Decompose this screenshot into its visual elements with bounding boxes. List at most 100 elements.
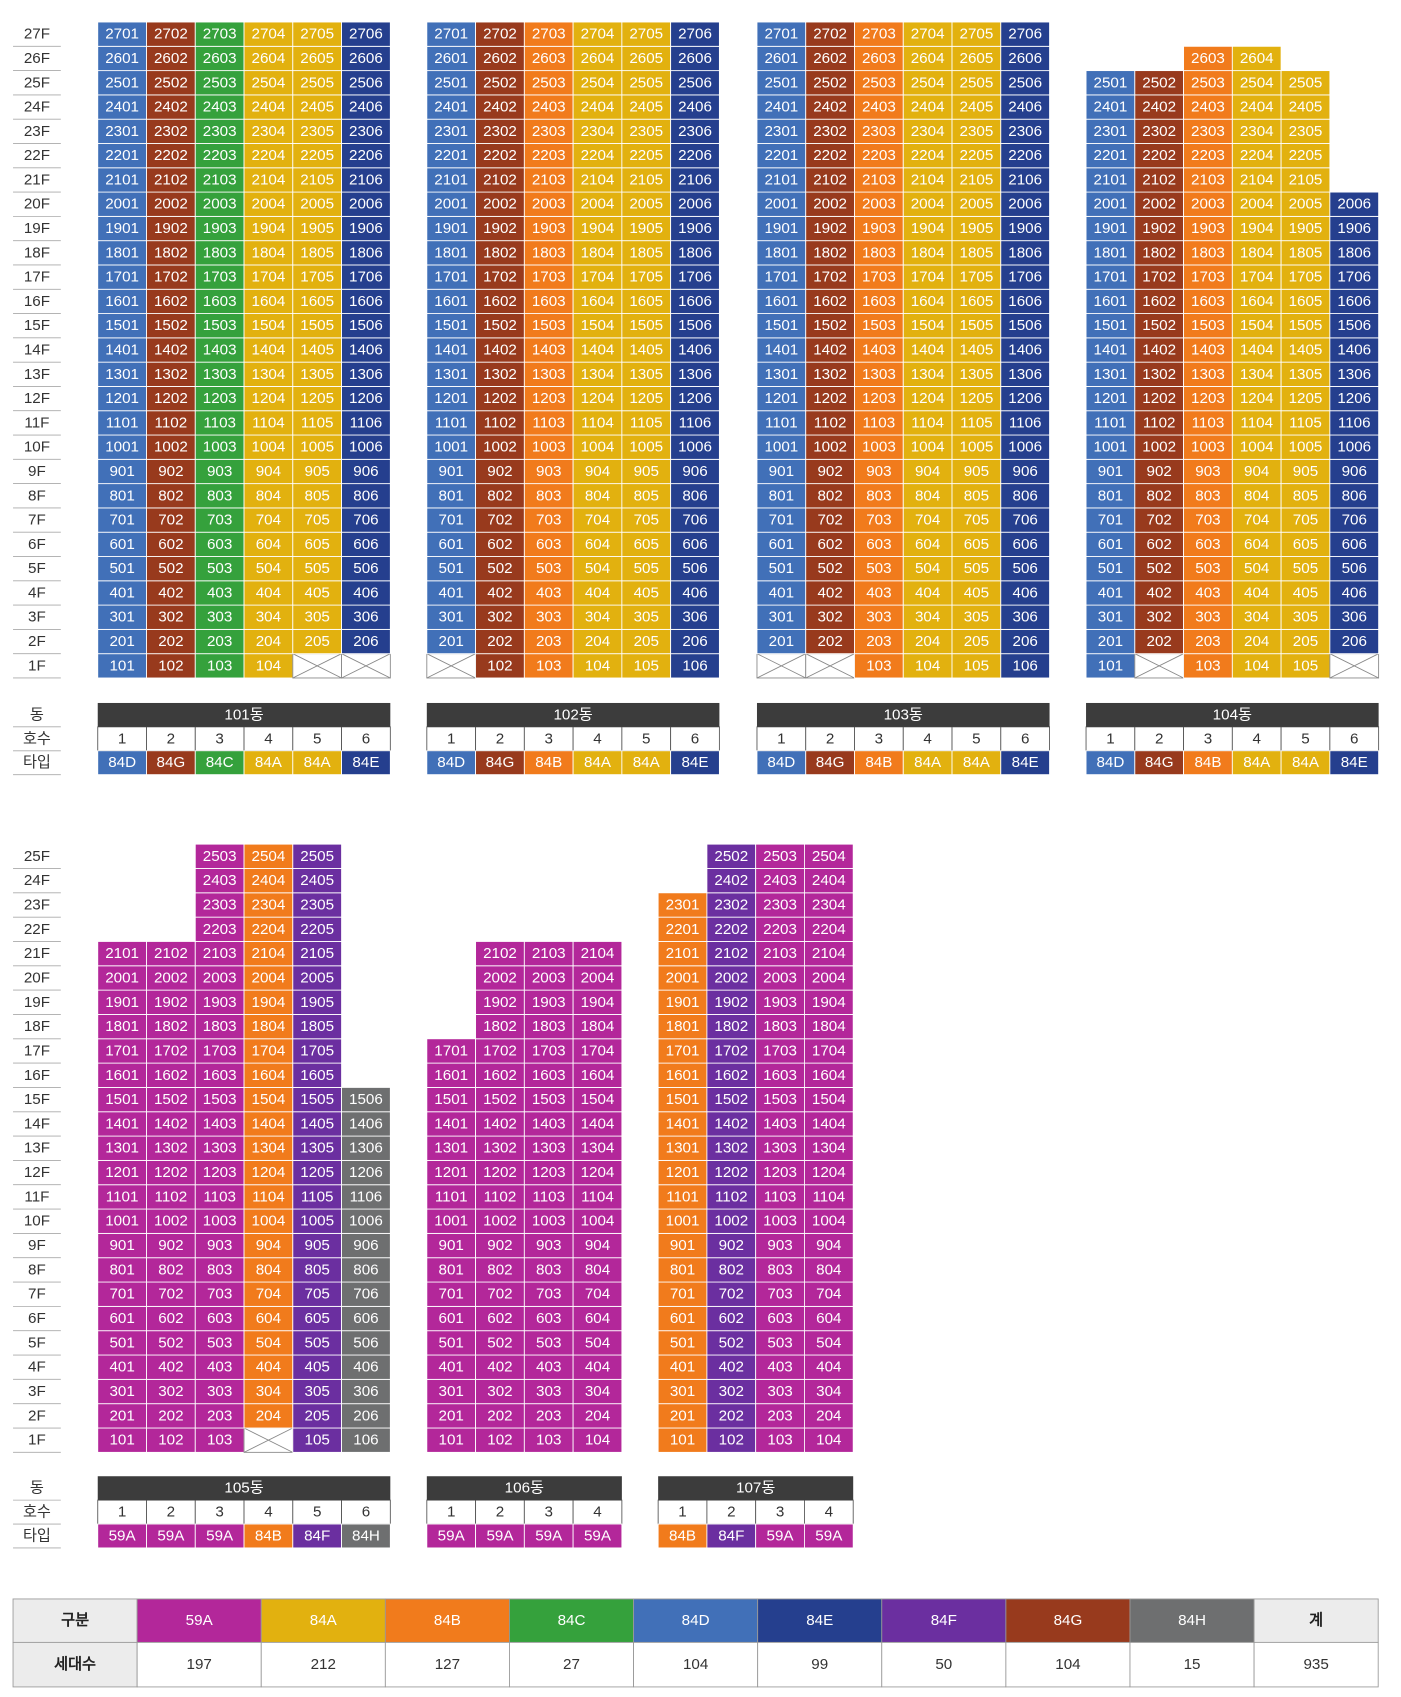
unit-number: 701: [439, 1286, 464, 1303]
unit-number: 2303: [203, 123, 237, 140]
unit-cell: [426, 215, 477, 242]
unit-number: 1105: [960, 414, 993, 431]
unit-number: 2502: [154, 74, 188, 91]
unit-number: 1705: [300, 1042, 334, 1059]
unit-number: 1202: [483, 390, 517, 407]
unit-number: 1406: [349, 341, 383, 358]
unit-number: 2006: [678, 196, 712, 213]
unit-cell: [341, 556, 391, 582]
unit-cell: [475, 531, 525, 557]
summary-count: 15: [1184, 1656, 1201, 1673]
floor-label: 12F: [24, 1164, 50, 1181]
unit-number: 1104: [252, 1188, 285, 1205]
unit-number: 2106: [1008, 171, 1042, 188]
floor-label: 15F: [24, 317, 50, 334]
unit-number: 1004: [252, 1213, 286, 1230]
unit-number: 201: [439, 633, 464, 650]
unit-number: 2002: [483, 196, 517, 213]
unit-number: 502: [719, 1334, 744, 1351]
unit-number: 1104: [812, 1188, 845, 1205]
unit-number: 2005: [629, 196, 663, 213]
unit-number: 1704: [581, 1042, 615, 1059]
unit-number: 2002: [483, 969, 517, 986]
unit-number: 402: [1147, 584, 1172, 601]
unit-number: 606: [353, 1310, 378, 1327]
unit-number: 1603: [1191, 293, 1225, 310]
summary-count: 104: [683, 1656, 708, 1673]
unit-number: 501: [109, 1334, 134, 1351]
unit-number: 1803: [203, 244, 237, 261]
unit-number: 104: [816, 1432, 841, 1449]
unit-number: 103: [207, 1432, 232, 1449]
type-label: 59A: [109, 1527, 137, 1544]
unit-number: 2103: [532, 171, 566, 188]
unit-number: 804: [256, 487, 281, 504]
unit-number: 901: [439, 463, 464, 480]
unit-number: 1504: [581, 1091, 615, 1108]
unit-number: 1402: [483, 341, 517, 358]
vacant-cross: [341, 653, 391, 679]
unit-number: 906: [682, 463, 707, 480]
unit-cell: [341, 458, 391, 485]
floor-label: 25F: [24, 74, 50, 91]
unit-number: 1606: [1008, 293, 1042, 310]
unit-number: 903: [866, 463, 891, 480]
unit-number: 904: [585, 463, 610, 480]
floor-label: 11F: [24, 414, 49, 431]
unit-number: 1303: [532, 366, 566, 383]
unit-number: 2706: [678, 26, 712, 43]
unit-number: 2302: [714, 896, 748, 913]
unit-number: 603: [207, 536, 232, 553]
unit-number: 902: [158, 463, 183, 480]
unit-cell: [146, 167, 196, 193]
unit-number: 1604: [252, 1067, 286, 1084]
unit-number: 805: [305, 1261, 330, 1278]
unit-number: 2302: [1142, 123, 1176, 140]
unit-number: 802: [487, 1261, 512, 1278]
unit-number: 2101: [434, 171, 468, 188]
unit-number: 405: [305, 1359, 330, 1376]
unit-number: 1201: [666, 1164, 700, 1181]
unit-number: 906: [1013, 463, 1038, 480]
unit-number: 1006: [1008, 439, 1042, 456]
unit-number: 1201: [1094, 390, 1128, 407]
unit-number: 702: [158, 1286, 183, 1303]
unit-cell: [243, 337, 294, 363]
floor-label: 5F: [28, 560, 46, 577]
row-header: 동: [30, 706, 44, 723]
unit-number: 1801: [434, 244, 468, 261]
unit-number: 2104: [581, 171, 615, 188]
unit-number: 1901: [105, 994, 139, 1011]
unit-number: 2704: [252, 26, 286, 43]
unit-number: 1703: [532, 1042, 566, 1059]
unit-cell: [426, 458, 477, 485]
unit-number: 1905: [300, 220, 334, 237]
unit-number: 602: [487, 1310, 512, 1327]
unit-number: 604: [256, 536, 281, 553]
unit-number: 401: [439, 584, 464, 601]
unit-number: 305: [634, 609, 659, 626]
unit-cell: [292, 604, 342, 630]
unit-number: 1206: [349, 390, 383, 407]
unit-number: 2405: [1289, 99, 1323, 116]
unit-number: 801: [109, 487, 134, 504]
summary-header: 59A: [186, 1612, 214, 1629]
unit-number: 902: [158, 1237, 183, 1254]
unit-number: 503: [1195, 560, 1220, 577]
unit-number: 1002: [813, 439, 847, 456]
unit-number: 1101: [1094, 414, 1127, 431]
unit-cell: [243, 118, 294, 144]
type-label: 59A: [438, 1527, 466, 1544]
summary-count: 104: [1055, 1656, 1080, 1673]
unit-number: 1702: [813, 269, 847, 286]
summary-row-label: 세대수: [54, 1656, 96, 1673]
unit-number: 506: [682, 560, 707, 577]
floor-label: 7F: [28, 1286, 46, 1303]
type-label: 84E: [1341, 754, 1368, 771]
unit-number: 2001: [764, 196, 798, 213]
type-label: 84A: [584, 754, 612, 771]
summary-header: 84G: [1054, 1612, 1083, 1629]
unit-cell: [341, 45, 391, 72]
unit-number: 1901: [105, 220, 139, 237]
unit-number: 2201: [434, 147, 468, 164]
